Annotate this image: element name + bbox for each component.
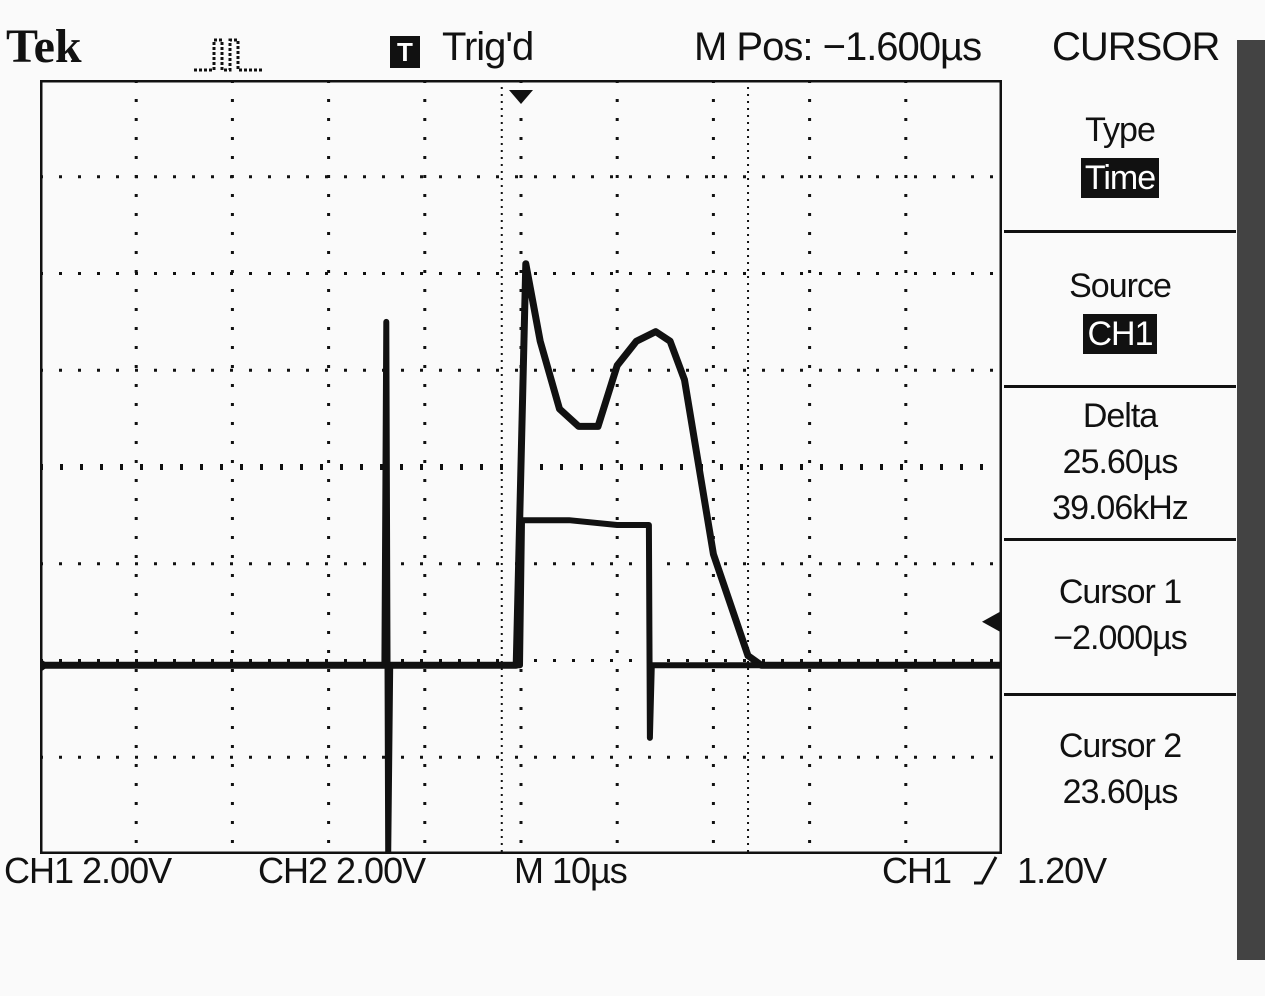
timebase-readout: M 10µs [514,850,628,891]
trace-ch2 [40,318,1002,854]
photo-edge-shadow [1237,40,1265,960]
position-markers [40,90,1000,673]
ground-level-marker [40,658,50,673]
ch1-scale-readout: CH1 2.00V [4,850,172,891]
menu-source-label: Source [1069,267,1172,305]
menu-separator [1004,385,1236,388]
waveform-display [40,80,1002,854]
menu-title: CURSOR [1052,25,1220,69]
menu-separator [1004,693,1236,696]
trigger-source: CH1 [882,850,952,891]
waveform-traces [40,260,1002,854]
menu-source-value: CH1 [1083,314,1157,354]
trigger-readout: CH1 1.20V [882,848,1107,894]
time-cursors [500,80,750,854]
trigger-status-badge: T [390,36,420,68]
menu-cursor2-value: 23.60µs [1062,773,1179,811]
menu-separator [1004,538,1236,541]
acquisition-pulse-icon [194,38,262,72]
menu-type-value: Time [1080,158,1160,198]
trigger-status: Trig'd [442,25,534,69]
trigger-level: 1.20V [1017,850,1107,891]
menu-delta-time: 25.60µs [1062,443,1179,481]
brand-logo: Tek [6,20,82,73]
menu-cursor1-label: Cursor 1 [1058,573,1182,611]
menu-cursor1-value: −2.000µs [1053,619,1188,657]
menu-delta-label: Delta [1082,397,1158,435]
main-position-readout: M Pos: −1.600µs [694,25,982,69]
ch2-scale-readout: CH2 2.00V [258,850,426,891]
menu-cursor2-label: Cursor 2 [1058,727,1182,765]
trace-ch1 [40,260,1002,669]
menu-delta-frequency: 39.06kHz [1052,489,1189,527]
cursor-side-menu: Type Time Source CH1 Delta 25.60µs 39.06… [1004,80,1236,854]
trigger-position-marker [509,90,533,104]
menu-type-label: Type [1085,111,1156,149]
trigger-level-marker [982,611,1000,632]
menu-separator [1004,230,1236,233]
rising-edge-icon [974,856,998,885]
